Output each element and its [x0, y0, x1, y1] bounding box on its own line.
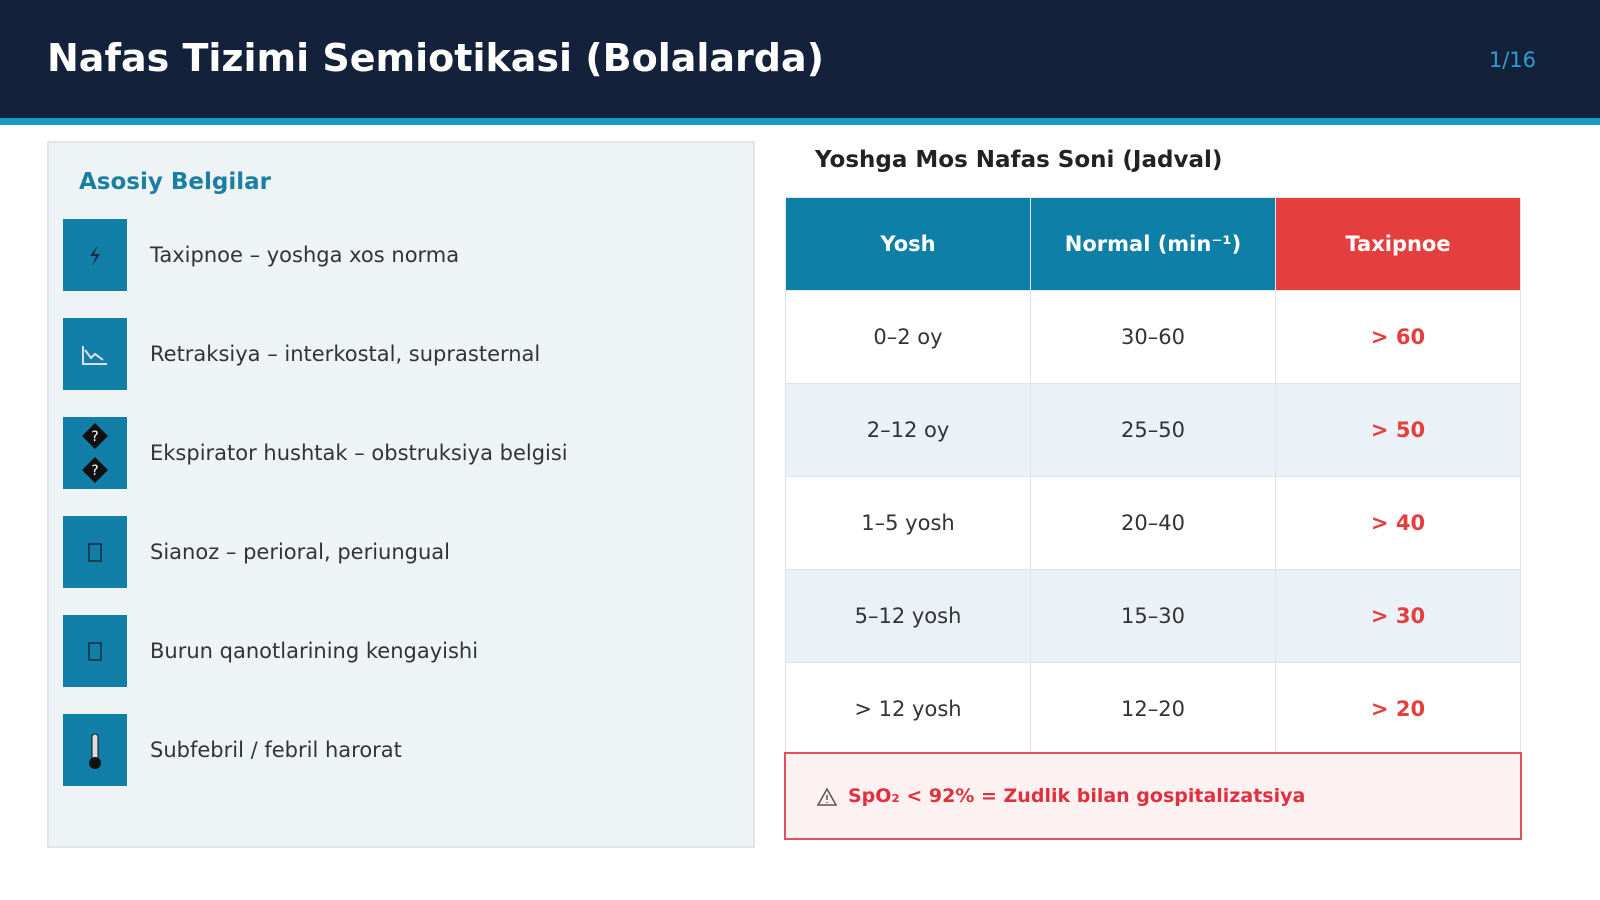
- icon: [63, 615, 127, 687]
- table-row: 1–5 yosh 20–40 > 40: [785, 476, 1521, 570]
- column-header: Taxipnoe: [1275, 197, 1521, 291]
- table-row: 0–2 oy 30–60 > 60: [785, 290, 1521, 384]
- rate-table: Yosh Normal (min⁻¹) Taxipnoe 0–2 oy 30–60…: [785, 197, 1521, 756]
- sign-item: Burun qanotlarining kengayishi: [63, 615, 743, 687]
- table-cell: 5–12 yosh: [785, 569, 1031, 663]
- header-row: Yosh Normal (min⁻¹) Taxipnoe: [785, 197, 1521, 291]
- header-bar: [0, 0, 1600, 118]
- icon: [63, 516, 127, 588]
- svg-text:?: ?: [91, 429, 98, 445]
- signs-panel: Asosiy Belgilar Taxipnoe – yoshga xos no…: [47, 141, 755, 848]
- alert-box: SpO₂ < 92% = Zudlik bilan gospitalizatsi…: [784, 752, 1522, 840]
- table-row: > 12 yosh 12–20 > 20: [785, 662, 1521, 756]
- sign-item: Retraksiya – interkostal, suprasternal: [63, 318, 743, 390]
- sign-text: Subfebril / febril harorat: [150, 738, 402, 762]
- table-cell: 12–20: [1030, 662, 1276, 756]
- accent-stripe: [0, 118, 1600, 125]
- sign-text: Burun qanotlarining kengayishi: [150, 639, 479, 663]
- column-header: Yosh: [785, 197, 1031, 291]
- icon: [63, 714, 127, 786]
- table-cell: 25–50: [1030, 383, 1276, 477]
- sign-item: ?? Ekspirator hushtak – obstruksiya belg…: [63, 417, 743, 489]
- table-cell: 0–2 oy: [785, 290, 1031, 384]
- table-cell: > 60: [1275, 290, 1521, 384]
- sign-item: Sianoz – perioral, periungual: [63, 516, 743, 588]
- sign-text: Sianoz – perioral, periungual: [150, 540, 450, 564]
- sign-text: Retraksiya – interkostal, suprasternal: [150, 342, 541, 366]
- table-cell: 20–40: [1030, 476, 1276, 570]
- table-cell: > 12 yosh: [785, 662, 1031, 756]
- alert-text: SpO₂ < 92% = Zudlik bilan gospitalizatsi…: [848, 785, 1306, 807]
- page-number: 1/16: [1488, 48, 1536, 72]
- table-title: Yoshga Mos Nafas Soni (Jadval): [815, 147, 1223, 173]
- table-cell: > 20: [1275, 662, 1521, 756]
- svg-text:?: ?: [91, 463, 98, 479]
- table-cell: 30–60: [1030, 290, 1276, 384]
- table-cell: 1–5 yosh: [785, 476, 1031, 570]
- table-row: 2–12 oy 25–50 > 50: [785, 383, 1521, 477]
- table-row: 5–12 yosh 15–30 > 30: [785, 569, 1521, 663]
- table-cell: 2–12 oy: [785, 383, 1031, 477]
- slide-title: Nafas Tizimi Semiotikasi (Bolalarda): [47, 36, 824, 80]
- table-cell: > 40: [1275, 476, 1521, 570]
- icon: ??: [63, 417, 127, 489]
- table-cell: > 30: [1275, 569, 1521, 663]
- sign-item: Taxipnoe – yoshga xos norma: [63, 219, 743, 291]
- sign-text: Taxipnoe – yoshga xos norma: [150, 243, 460, 267]
- table-cell: 15–30: [1030, 569, 1276, 663]
- icon: [63, 318, 127, 390]
- column-header: Normal (min⁻¹): [1030, 197, 1276, 291]
- warning-icon: [816, 787, 838, 806]
- table-cell: > 50: [1275, 383, 1521, 477]
- sign-item: Subfebril / febril harorat: [63, 714, 743, 786]
- icon: [63, 219, 127, 291]
- panel-title: Asosiy Belgilar: [79, 169, 271, 195]
- sign-text: Ekspirator hushtak – obstruksiya belgisi: [150, 441, 568, 465]
